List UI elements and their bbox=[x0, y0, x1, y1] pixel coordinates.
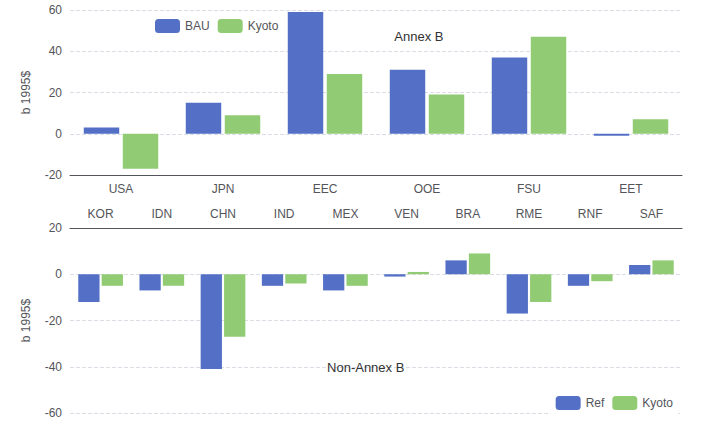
svg-text:Kyoto: Kyoto bbox=[248, 19, 279, 33]
svg-text:JPN: JPN bbox=[212, 182, 235, 196]
svg-text:MEX: MEX bbox=[332, 207, 358, 221]
svg-text:EET: EET bbox=[619, 182, 643, 196]
svg-text:BAU: BAU bbox=[185, 19, 210, 33]
svg-text:IDN: IDN bbox=[151, 207, 172, 221]
svg-text:20: 20 bbox=[49, 86, 63, 100]
svg-text:OOE: OOE bbox=[414, 182, 441, 196]
svg-text:-60: -60 bbox=[45, 406, 63, 420]
svg-text:CHN: CHN bbox=[210, 207, 236, 221]
svg-text:FSU: FSU bbox=[517, 182, 541, 196]
svg-text:Non-Annex B: Non-Annex B bbox=[327, 360, 404, 375]
svg-text:Ref: Ref bbox=[586, 396, 605, 410]
svg-text:KOR: KOR bbox=[88, 207, 114, 221]
svg-text:Annex B: Annex B bbox=[394, 29, 443, 44]
svg-text:IND: IND bbox=[274, 207, 295, 221]
svg-text:Kyoto: Kyoto bbox=[642, 396, 673, 410]
svg-text:USA: USA bbox=[109, 182, 134, 196]
svg-text:0: 0 bbox=[55, 127, 62, 141]
svg-text:BRA: BRA bbox=[455, 207, 480, 221]
svg-text:EEC: EEC bbox=[313, 182, 338, 196]
svg-text:-20: -20 bbox=[45, 168, 63, 182]
svg-text:VEN: VEN bbox=[394, 207, 419, 221]
svg-text:b 1995$: b 1995$ bbox=[19, 298, 33, 342]
svg-text:60: 60 bbox=[49, 3, 63, 17]
svg-text:0: 0 bbox=[55, 267, 62, 281]
svg-text:RNF: RNF bbox=[578, 207, 603, 221]
svg-text:-40: -40 bbox=[45, 360, 63, 374]
svg-text:RME: RME bbox=[516, 207, 543, 221]
svg-text:b 1995$: b 1995$ bbox=[19, 70, 33, 114]
svg-text:40: 40 bbox=[49, 44, 63, 58]
svg-text:SAF: SAF bbox=[640, 207, 663, 221]
svg-text:20: 20 bbox=[49, 221, 63, 235]
svg-text:-20: -20 bbox=[45, 314, 63, 328]
